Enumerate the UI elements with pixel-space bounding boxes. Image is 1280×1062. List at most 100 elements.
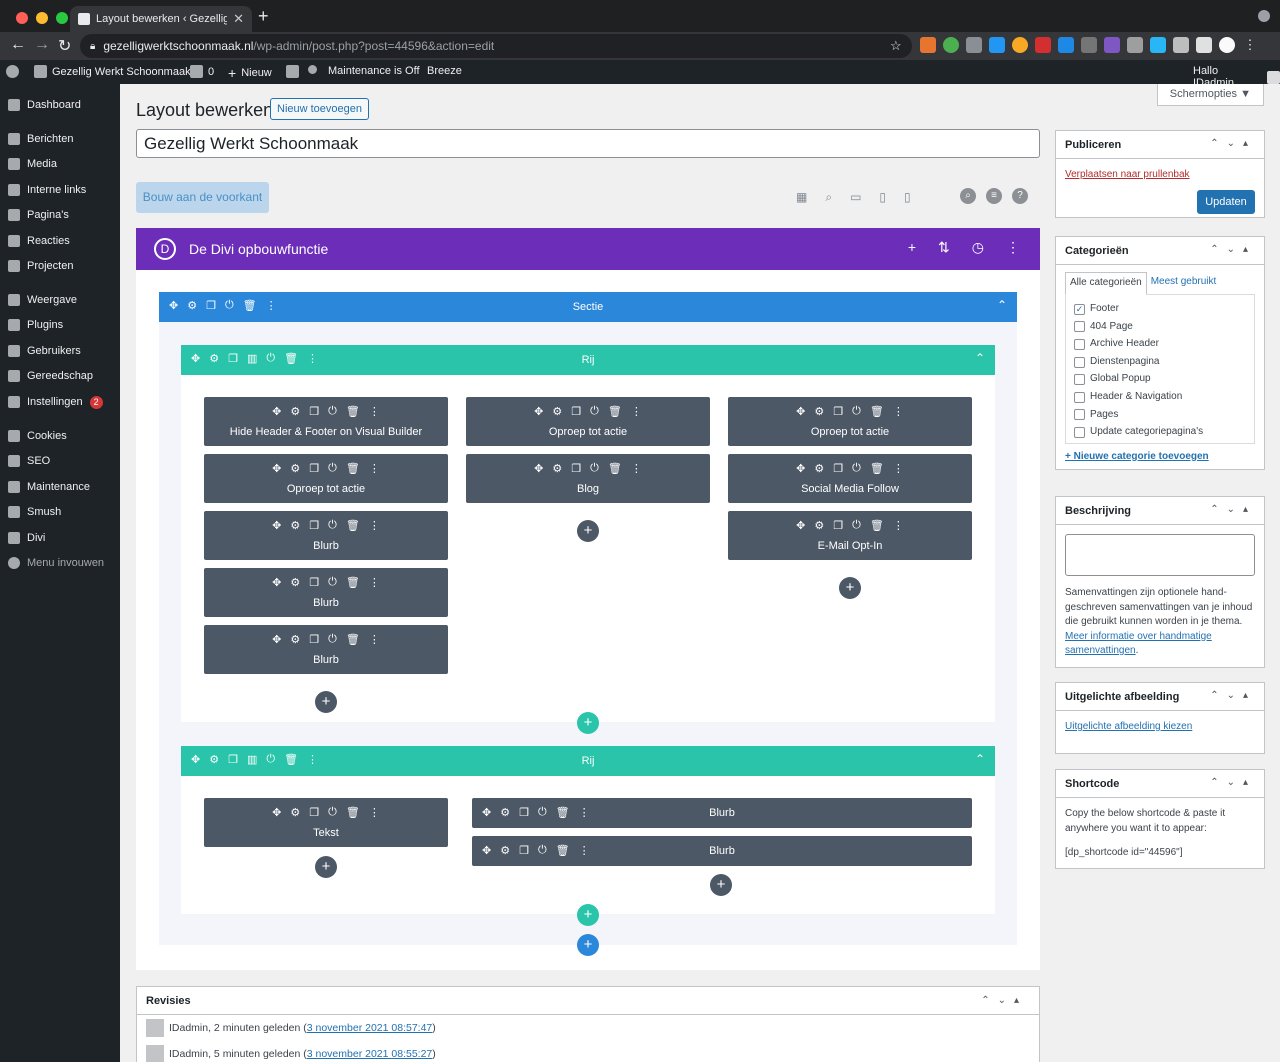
- row-bar[interactable]: ✥ ⚙ ❐ ▥ ⏻ 🗑︎ ⋮ Rij ⌃: [181, 746, 995, 776]
- maximize-window-button[interactable]: [56, 12, 68, 24]
- power-icon[interactable]: ⏻: [590, 462, 599, 474]
- more-icon[interactable]: ⋮: [368, 577, 380, 589]
- columns-icon[interactable]: ▥: [246, 353, 258, 365]
- extension-icon[interactable]: [920, 37, 936, 53]
- extension-icon[interactable]: [989, 37, 1005, 53]
- extension-icon[interactable]: [1173, 37, 1189, 53]
- update-button[interactable]: Updaten: [1197, 190, 1255, 214]
- address-bar[interactable]: 🔒︎ gezelligwerktschoonmaak.nl/wp-admin/p…: [80, 34, 912, 58]
- more-icon[interactable]: ⋮: [630, 406, 642, 418]
- search-icon[interactable]: ⌕: [960, 188, 976, 204]
- browser-tab[interactable]: Layout bewerken ‹ Gezellig W ✕: [70, 6, 252, 32]
- gear-icon[interactable]: ⚙: [552, 463, 563, 475]
- section-bar[interactable]: ✥ ⚙ ❐ ⏻ 🗑︎ ⋮ Sectie ⌃: [159, 292, 1017, 322]
- more-icon[interactable]: ⋮: [1006, 239, 1020, 255]
- excerpt-help-link[interactable]: Meer informatie over handmatige samenvat…: [1065, 630, 1212, 657]
- revision-link[interactable]: 3 november 2021 08:57:47: [306, 1022, 433, 1034]
- more-icon[interactable]: ⋮: [307, 353, 319, 365]
- divi-module[interactable]: ✥ ⚙ ❐ ⏻ 🗑︎ ⋮ Blurb: [204, 625, 448, 674]
- sidebar-item[interactable]: Smush: [0, 500, 120, 524]
- desktop-icon[interactable]: ▭: [850, 190, 862, 204]
- power-icon[interactable]: ⏻: [852, 519, 861, 531]
- sidebar-item[interactable]: Projecten: [0, 254, 120, 278]
- trash-icon[interactable]: 🗑︎: [345, 577, 360, 589]
- duplicate-icon[interactable]: ❐: [309, 520, 320, 532]
- tab-all-categories[interactable]: Alle categorieën: [1065, 272, 1147, 295]
- sidebar-item[interactable]: Instellingen 2: [0, 390, 120, 414]
- box-controls-icon[interactable]: ⌃⌄▴: [981, 995, 1027, 1006]
- sidebar-item[interactable]: Weergave: [0, 288, 120, 312]
- close-tab-icon[interactable]: ✕: [233, 11, 244, 26]
- minimize-window-button[interactable]: [36, 12, 48, 24]
- move-icon[interactable]: ✥: [272, 577, 282, 589]
- help-icon[interactable]: ?: [1012, 188, 1028, 204]
- duplicate-icon[interactable]: ❐: [309, 463, 320, 475]
- power-icon[interactable]: ⏻: [537, 844, 547, 856]
- more-icon[interactable]: ⋮: [892, 463, 904, 475]
- extension-icon[interactable]: [1127, 37, 1143, 53]
- wireframe-icon[interactable]: ▦: [796, 190, 808, 204]
- adminbar-new[interactable]: + Nieuw: [228, 65, 272, 81]
- sidebar-item[interactable]: SEO: [0, 449, 120, 473]
- chevron-up-icon[interactable]: ⌃: [974, 752, 985, 766]
- category-item[interactable]: 404 Page: [1074, 318, 1246, 336]
- move-icon[interactable]: ✥: [796, 520, 806, 532]
- gear-icon[interactable]: ⚙: [290, 577, 301, 589]
- screen-options-button[interactable]: Schermopties ▼: [1156, 84, 1264, 106]
- category-checkbox[interactable]: [1074, 374, 1085, 386]
- add-new-button[interactable]: Nieuw toevoegen: [270, 98, 370, 120]
- extension-icon[interactable]: [943, 37, 959, 53]
- move-icon[interactable]: ✥: [796, 406, 806, 418]
- tab-search-icon[interactable]: [1258, 10, 1270, 22]
- move-icon[interactable]: ✥: [534, 406, 544, 418]
- duplicate-icon[interactable]: ❐: [228, 353, 238, 365]
- divi-module[interactable]: ✥ ⚙ ❐ ⏻ 🗑︎ ⋮ Blog: [466, 454, 710, 503]
- category-checkbox[interactable]: [1074, 338, 1085, 350]
- extension-icon[interactable]: [1104, 37, 1120, 53]
- duplicate-icon[interactable]: ❐: [571, 406, 582, 418]
- move-icon[interactable]: ✥: [534, 463, 544, 475]
- trash-icon[interactable]: 🗑︎: [607, 406, 622, 418]
- divi-module[interactable]: ✥ ⚙ ❐ ⏻ 🗑︎ ⋮ Social Media Follow: [728, 454, 972, 503]
- trash-icon[interactable]: 🗑︎: [555, 807, 570, 819]
- move-icon[interactable]: ✥: [796, 463, 806, 475]
- sidebar-item[interactable]: Interne links: [0, 178, 120, 202]
- divi-module[interactable]: ✥ ⚙ ❐ ⏻ 🗑︎ ⋮ Blurb: [472, 798, 972, 828]
- duplicate-icon[interactable]: ❐: [519, 845, 529, 857]
- sidebar-item[interactable]: Dashboard: [0, 93, 120, 117]
- trash-icon[interactable]: 🗑︎: [242, 300, 257, 312]
- duplicate-icon[interactable]: ❐: [833, 463, 844, 475]
- power-icon[interactable]: ⏻: [328, 462, 337, 474]
- add-module-button[interactable]: +: [315, 856, 337, 878]
- gear-icon[interactable]: ⚙: [209, 754, 220, 766]
- move-icon[interactable]: ✥: [191, 754, 201, 766]
- trash-icon[interactable]: 🗑︎: [345, 463, 360, 475]
- more-icon[interactable]: ⋮: [892, 520, 904, 532]
- power-icon[interactable]: ⏻: [328, 806, 337, 818]
- trash-icon[interactable]: 🗑︎: [345, 807, 360, 819]
- more-icon[interactable]: ⋮: [368, 463, 380, 475]
- extension-icon[interactable]: [966, 37, 982, 53]
- power-icon[interactable]: ⏻: [590, 405, 599, 417]
- adminbar-comments[interactable]: 0: [190, 65, 214, 78]
- move-icon[interactable]: ✥: [482, 845, 492, 857]
- wp-logo-icon[interactable]: [6, 65, 19, 78]
- adminbar-site[interactable]: Gezellig Werkt Schoonmaak: [34, 65, 191, 78]
- duplicate-icon[interactable]: ❐: [571, 463, 582, 475]
- category-item[interactable]: Global Popup: [1074, 371, 1246, 389]
- trash-icon[interactable]: 🗑︎: [284, 754, 299, 766]
- revision-link[interactable]: 3 november 2021 08:55:27: [306, 1048, 433, 1060]
- sidebar-item[interactable]: Divi: [0, 526, 120, 550]
- chevron-up-icon[interactable]: ⌃: [996, 298, 1007, 312]
- move-icon[interactable]: ✥: [169, 300, 179, 312]
- excerpt-textarea[interactable]: [1065, 534, 1255, 576]
- more-icon[interactable]: ⋮: [307, 754, 319, 766]
- sort-icon[interactable]: ⇅: [938, 239, 950, 255]
- adminbar-yoast[interactable]: [286, 65, 299, 78]
- power-icon[interactable]: ⏻: [537, 806, 547, 818]
- gear-icon[interactable]: ⚙: [500, 807, 511, 819]
- duplicate-icon[interactable]: ❐: [833, 520, 844, 532]
- gear-icon[interactable]: ⚙: [814, 520, 825, 532]
- add-section-button[interactable]: +: [577, 934, 599, 956]
- gear-icon[interactable]: ⚙: [290, 463, 301, 475]
